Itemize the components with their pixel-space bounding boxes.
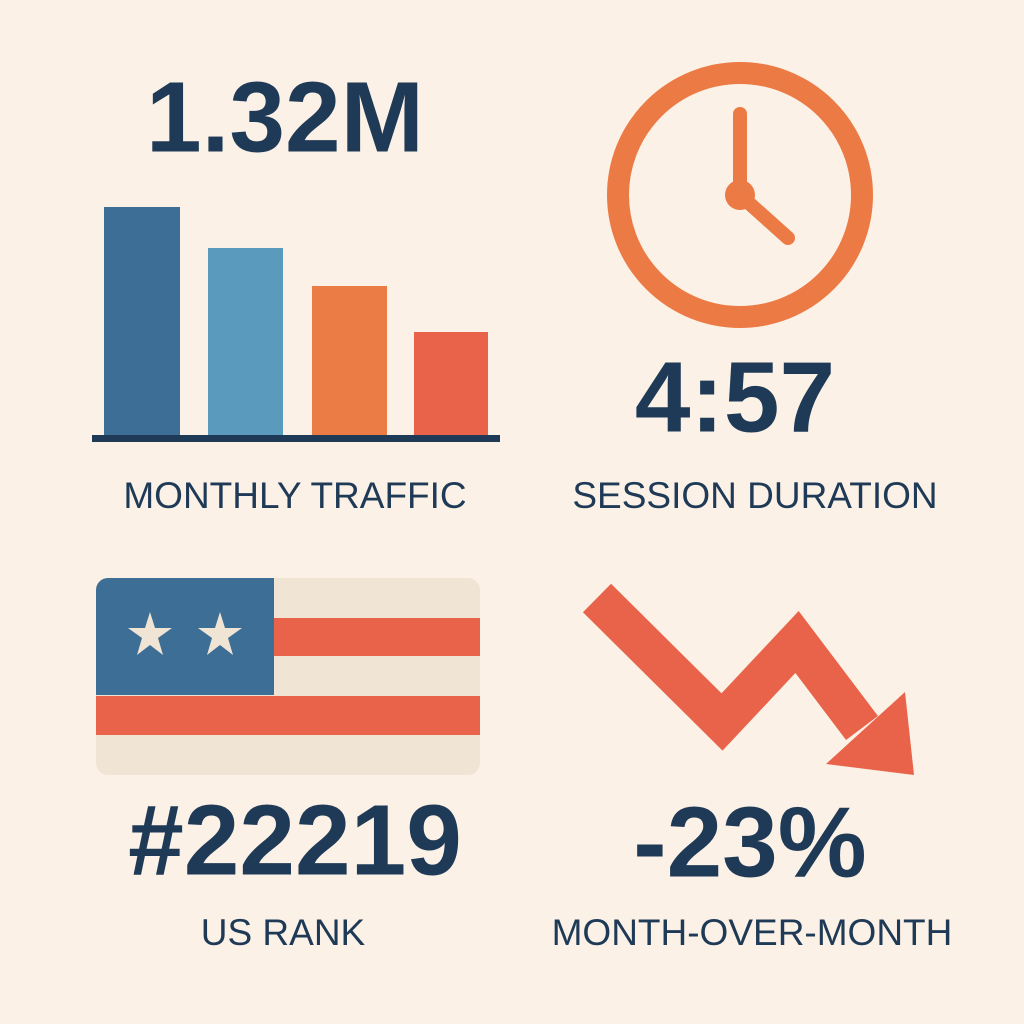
duration-value: 4:57 <box>635 341 835 453</box>
flag-star <box>128 612 172 655</box>
arrow-shaft <box>582 583 878 751</box>
traffic-label: MONTHLY TRAFFIC <box>123 475 466 516</box>
flag-stripe <box>96 696 480 735</box>
icon-baseline <box>92 435 500 442</box>
duration-label: SESSION DURATION <box>572 475 937 516</box>
down-arrow-icon <box>582 583 914 775</box>
rank-label: US RANK <box>201 912 366 953</box>
change-value: -23% <box>633 786 866 898</box>
traffic-value: 1.32M <box>146 61 424 173</box>
flag-stripe <box>274 618 480 656</box>
change-label: MONTH-OVER-MONTH <box>552 912 953 953</box>
icon-bar <box>414 332 488 438</box>
arrow-head <box>826 692 914 775</box>
icon-bar <box>312 286 387 438</box>
icon-bar <box>104 207 180 438</box>
clock-face <box>607 62 873 328</box>
clock-icon <box>607 62 873 328</box>
flag-icon <box>96 578 480 775</box>
bar-icon <box>92 207 500 442</box>
icon-bar <box>208 248 283 438</box>
clock-center <box>725 180 755 210</box>
rank-value: #22219 <box>128 784 462 896</box>
flag-canton <box>96 578 274 695</box>
flag-star <box>198 612 242 655</box>
